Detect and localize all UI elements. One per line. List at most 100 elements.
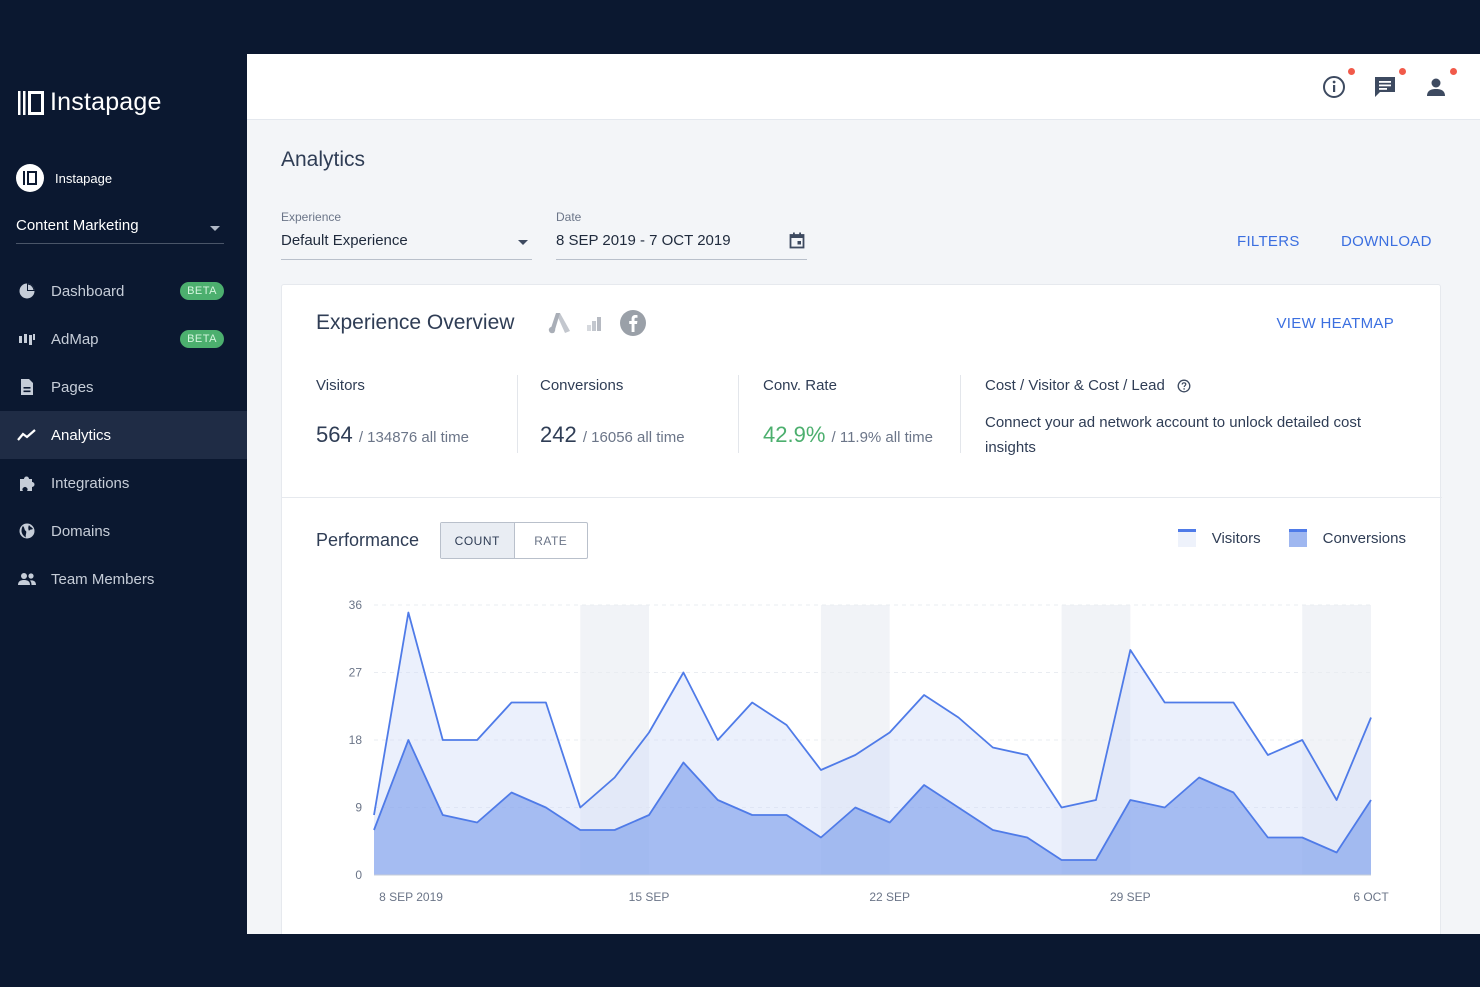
google-ads-icon[interactable] — [547, 311, 573, 335]
facebook-icon[interactable] — [619, 309, 647, 337]
people-icon — [17, 569, 37, 589]
stat-divider — [960, 375, 961, 453]
sidebar: Instapage Instapage Content Marketing Da… — [0, 54, 247, 934]
experience-label: Experience — [281, 210, 342, 224]
y-tick-label: 36 — [349, 598, 363, 612]
performance-chart: 0 9 18 27 36 8 SEP 2019 15 SEP 22 SEP 29 SEP 6 OC… — [349, 598, 1390, 904]
download-link[interactable]: DOWNLOAD — [1341, 233, 1432, 250]
account-avatar-icon — [16, 164, 44, 192]
x-tick-label: 8 SEP 2019 — [379, 890, 443, 904]
conversions-value: 242 — [540, 422, 577, 447]
y-tick-label: 0 — [355, 868, 362, 882]
sidebar-item-label: Domains — [51, 522, 111, 540]
user-icon — [1427, 78, 1445, 96]
profile-button[interactable] — [1423, 68, 1457, 100]
sidebar-item-label: Integrations — [51, 474, 130, 492]
filters-link[interactable]: FILTERS — [1237, 233, 1300, 250]
conversions-legend-swatch — [1288, 529, 1307, 547]
overview-title: Experience Overview — [316, 311, 515, 334]
ad-network-icons — [547, 309, 647, 337]
sidebar-nav: Dashboard BETA AdMap BETA Pages Analytic… — [0, 267, 247, 603]
info-icon — [1323, 76, 1345, 98]
cost-message: Connect your ad network account to unloc… — [985, 414, 1362, 456]
sidebar-item-domains[interactable]: Domains — [0, 507, 247, 555]
account-switcher[interactable]: Instapage — [16, 164, 112, 192]
visitors-line — [373, 611, 1372, 816]
calendar-icon — [789, 232, 805, 249]
brand-name: Instapage — [50, 88, 162, 116]
x-tick-label: 15 SEP — [629, 890, 670, 904]
chart-legend: Visitors Conversions — [1177, 529, 1406, 547]
date-range-picker[interactable]: Date 8 SEP 2019 - 7 OCT 2019 — [556, 210, 807, 260]
y-tick-label: 27 — [349, 666, 363, 680]
sidebar-item-label: AdMap — [51, 330, 99, 348]
beta-badge: BETA — [180, 282, 224, 300]
visitors-alltime: / 134876 all time — [358, 429, 469, 446]
conversions-area — [374, 740, 1371, 875]
x-tick-label: 6 OCT — [1353, 890, 1389, 904]
page-title: Analytics — [281, 148, 366, 171]
stat-divider — [517, 375, 518, 453]
sidebar-item-label: Analytics — [51, 426, 112, 444]
experience-overview-card: Experience Overview VIEW HEATMAP Visitor… — [281, 284, 1442, 934]
x-tick-label: 29 SEP — [1110, 890, 1151, 904]
sidebar-item-dashboard[interactable]: Dashboard BETA — [0, 267, 247, 315]
visitors-stat: Visitors 564 / 134876 all time — [316, 377, 469, 448]
performance-title: Performance — [316, 530, 420, 550]
workspace-select[interactable]: Content Marketing — [16, 214, 224, 244]
sidebar-item-label: Dashboard — [51, 282, 125, 300]
pie-chart-icon — [17, 281, 37, 301]
info-button[interactable] — [1321, 68, 1355, 100]
count-toggle-button[interactable]: COUNT — [441, 523, 515, 558]
x-tick-label: 22 SEP — [869, 890, 910, 904]
chevron-down-icon — [210, 226, 220, 231]
sidebar-item-team-members[interactable]: Team Members — [0, 555, 247, 603]
y-tick-label: 18 — [349, 733, 363, 747]
conversions-legend-label[interactable]: Conversions — [1322, 529, 1406, 547]
notification-dot — [1399, 68, 1406, 75]
stat-divider — [738, 375, 739, 453]
count-rate-toggle: COUNT RATE — [440, 522, 588, 559]
bing-ads-icon[interactable] — [583, 311, 607, 335]
puzzle-icon — [17, 473, 37, 493]
instapage-logo-icon — [18, 90, 44, 115]
globe-icon — [17, 521, 37, 541]
conversions-alltime: / 16056 all time — [582, 429, 685, 446]
date-label: Date — [556, 210, 582, 224]
experience-select[interactable]: Experience Default Experience — [281, 210, 532, 260]
beta-badge: BETA — [180, 330, 224, 348]
sidebar-item-pages[interactable]: Pages — [0, 363, 247, 411]
trend-line-icon — [17, 425, 37, 445]
card-divider — [282, 497, 1442, 498]
account-name: Instapage — [55, 170, 113, 186]
messages-button[interactable] — [1372, 68, 1406, 100]
conversions-line — [373, 739, 1372, 861]
conv-rate-alltime: / 11.9% all time — [831, 429, 933, 446]
conv-rate-value: 42.9% — [763, 422, 826, 447]
sidebar-item-integrations[interactable]: Integrations — [0, 459, 247, 507]
help-icon[interactable] — [1177, 379, 1191, 393]
y-tick-label: 9 — [355, 801, 362, 815]
visitors-legend-label[interactable]: Visitors — [1211, 529, 1261, 547]
date-value: 8 SEP 2019 - 7 OCT 2019 — [556, 232, 731, 249]
experience-value: Default Experience — [281, 232, 408, 249]
visitors-value: 564 — [316, 422, 353, 447]
view-heatmap-link[interactable]: VIEW HEATMAP — [1276, 315, 1394, 332]
notification-dot — [1348, 68, 1355, 75]
notification-dot — [1450, 68, 1457, 75]
brand-logo[interactable]: Instapage — [16, 88, 162, 117]
chat-icon — [1375, 77, 1395, 97]
rate-toggle-button[interactable]: RATE — [534, 533, 568, 548]
sidebar-item-analytics[interactable]: Analytics — [0, 411, 247, 459]
workspace-name: Content Marketing — [16, 217, 139, 234]
chevron-down-icon — [518, 240, 528, 245]
document-icon — [17, 377, 37, 397]
sidebar-item-label: Pages — [51, 378, 94, 396]
conv-rate-label: Conv. Rate — [763, 377, 837, 394]
conv-rate-stat: Conv. Rate 42.9% / 11.9% all time — [763, 377, 933, 448]
visitors-label: Visitors — [316, 377, 365, 394]
sidebar-item-admap[interactable]: AdMap BETA — [0, 315, 247, 363]
cost-stat: Cost / Visitor & Cost / Lead Connect you… — [985, 377, 1385, 460]
admap-icon — [17, 329, 37, 349]
conversions-stat: Conversions 242 / 16056 all time — [540, 377, 685, 448]
